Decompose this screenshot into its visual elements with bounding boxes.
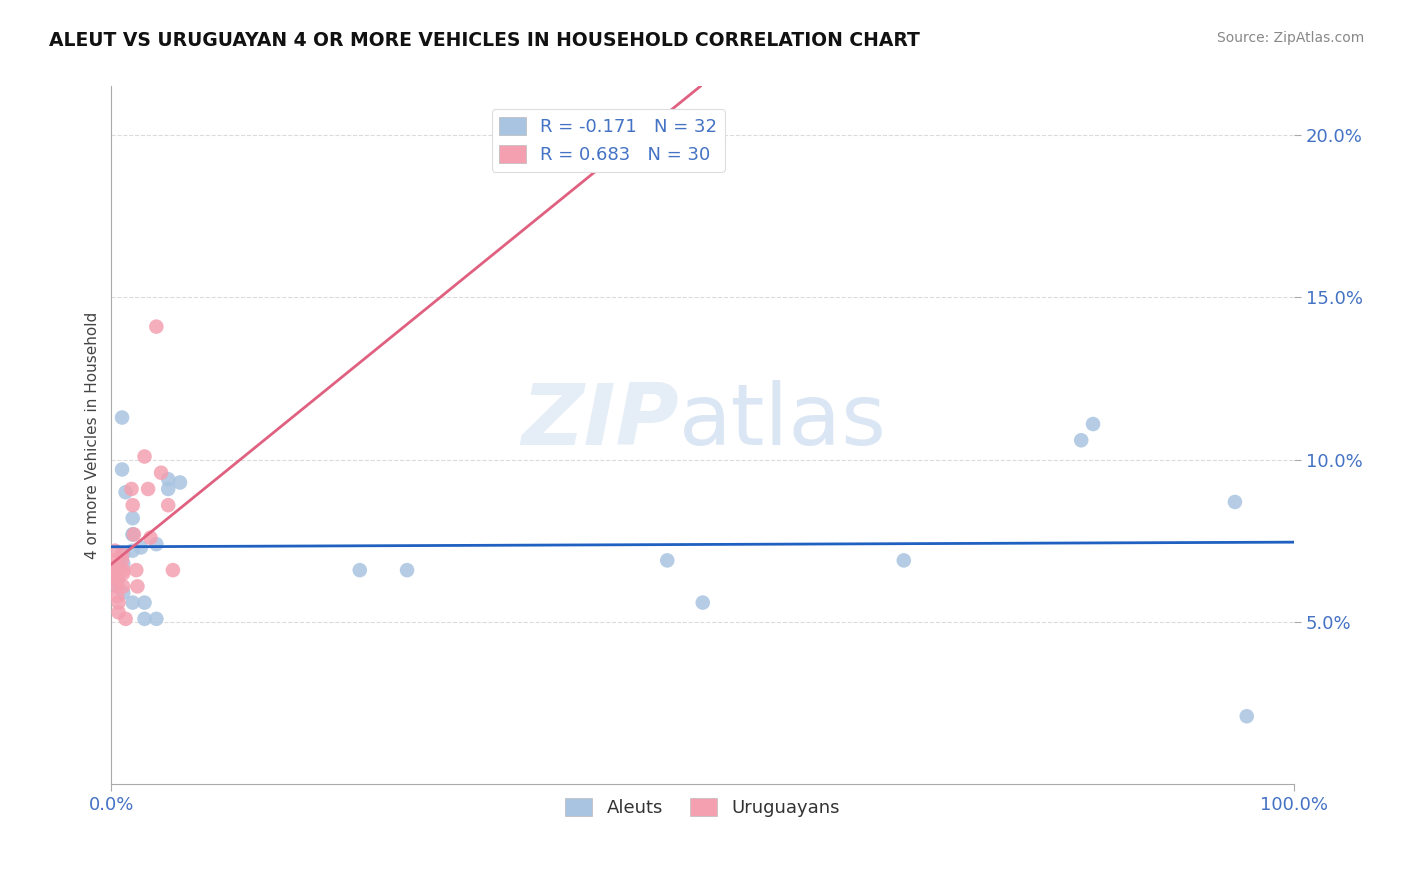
Point	[1236, 709, 1258, 723]
Point	[349, 563, 371, 577]
Point	[1081, 417, 1104, 431]
Point	[107, 605, 129, 619]
Point	[136, 482, 159, 496]
Point	[112, 557, 135, 571]
Point	[107, 596, 129, 610]
Point	[105, 573, 128, 587]
Point	[105, 579, 128, 593]
Point	[145, 319, 167, 334]
Point	[105, 579, 128, 593]
Point	[396, 563, 419, 577]
Point	[105, 566, 128, 581]
Point	[129, 541, 152, 555]
Point	[125, 563, 148, 577]
Point	[169, 475, 191, 490]
Point	[105, 563, 128, 577]
Point	[121, 527, 143, 541]
Point	[112, 547, 135, 561]
Point	[104, 553, 127, 567]
Point	[105, 569, 128, 583]
Point	[121, 596, 143, 610]
Point	[105, 566, 128, 581]
Point	[105, 589, 128, 603]
Point	[134, 596, 156, 610]
Point	[112, 579, 135, 593]
Point	[157, 482, 180, 496]
Point	[139, 531, 162, 545]
Point	[121, 511, 143, 525]
Y-axis label: 4 or more Vehicles in Household: 4 or more Vehicles in Household	[86, 312, 100, 559]
Point	[162, 563, 184, 577]
Point	[893, 553, 915, 567]
Point	[111, 553, 134, 567]
Point	[134, 612, 156, 626]
Point	[150, 466, 173, 480]
Point	[105, 563, 128, 577]
Point	[157, 498, 180, 512]
Point	[121, 527, 143, 541]
Point	[114, 612, 136, 626]
Text: ALEUT VS URUGUAYAN 4 OR MORE VEHICLES IN HOUSEHOLD CORRELATION CHART: ALEUT VS URUGUAYAN 4 OR MORE VEHICLES IN…	[49, 31, 920, 50]
Legend: Aleuts, Uruguayans: Aleuts, Uruguayans	[558, 790, 848, 824]
Point	[127, 579, 149, 593]
Point	[112, 563, 135, 577]
Point	[134, 450, 156, 464]
Point	[657, 125, 679, 139]
Point	[105, 573, 128, 587]
Text: Source: ZipAtlas.com: Source: ZipAtlas.com	[1216, 31, 1364, 45]
Point	[111, 410, 134, 425]
Point	[122, 527, 145, 541]
Point	[657, 553, 679, 567]
Point	[111, 462, 134, 476]
Point	[157, 472, 180, 486]
Point	[121, 498, 143, 512]
Point	[145, 612, 167, 626]
Point	[121, 543, 143, 558]
Point	[1223, 495, 1246, 509]
Point	[112, 586, 135, 600]
Point	[1070, 434, 1092, 448]
Point	[145, 537, 167, 551]
Point	[111, 547, 134, 561]
Point	[121, 482, 143, 496]
Point	[114, 485, 136, 500]
Text: atlas: atlas	[679, 380, 887, 463]
Text: ZIP: ZIP	[522, 380, 679, 463]
Point	[104, 560, 127, 574]
Point	[692, 596, 714, 610]
Point	[104, 543, 127, 558]
Point	[112, 566, 135, 581]
